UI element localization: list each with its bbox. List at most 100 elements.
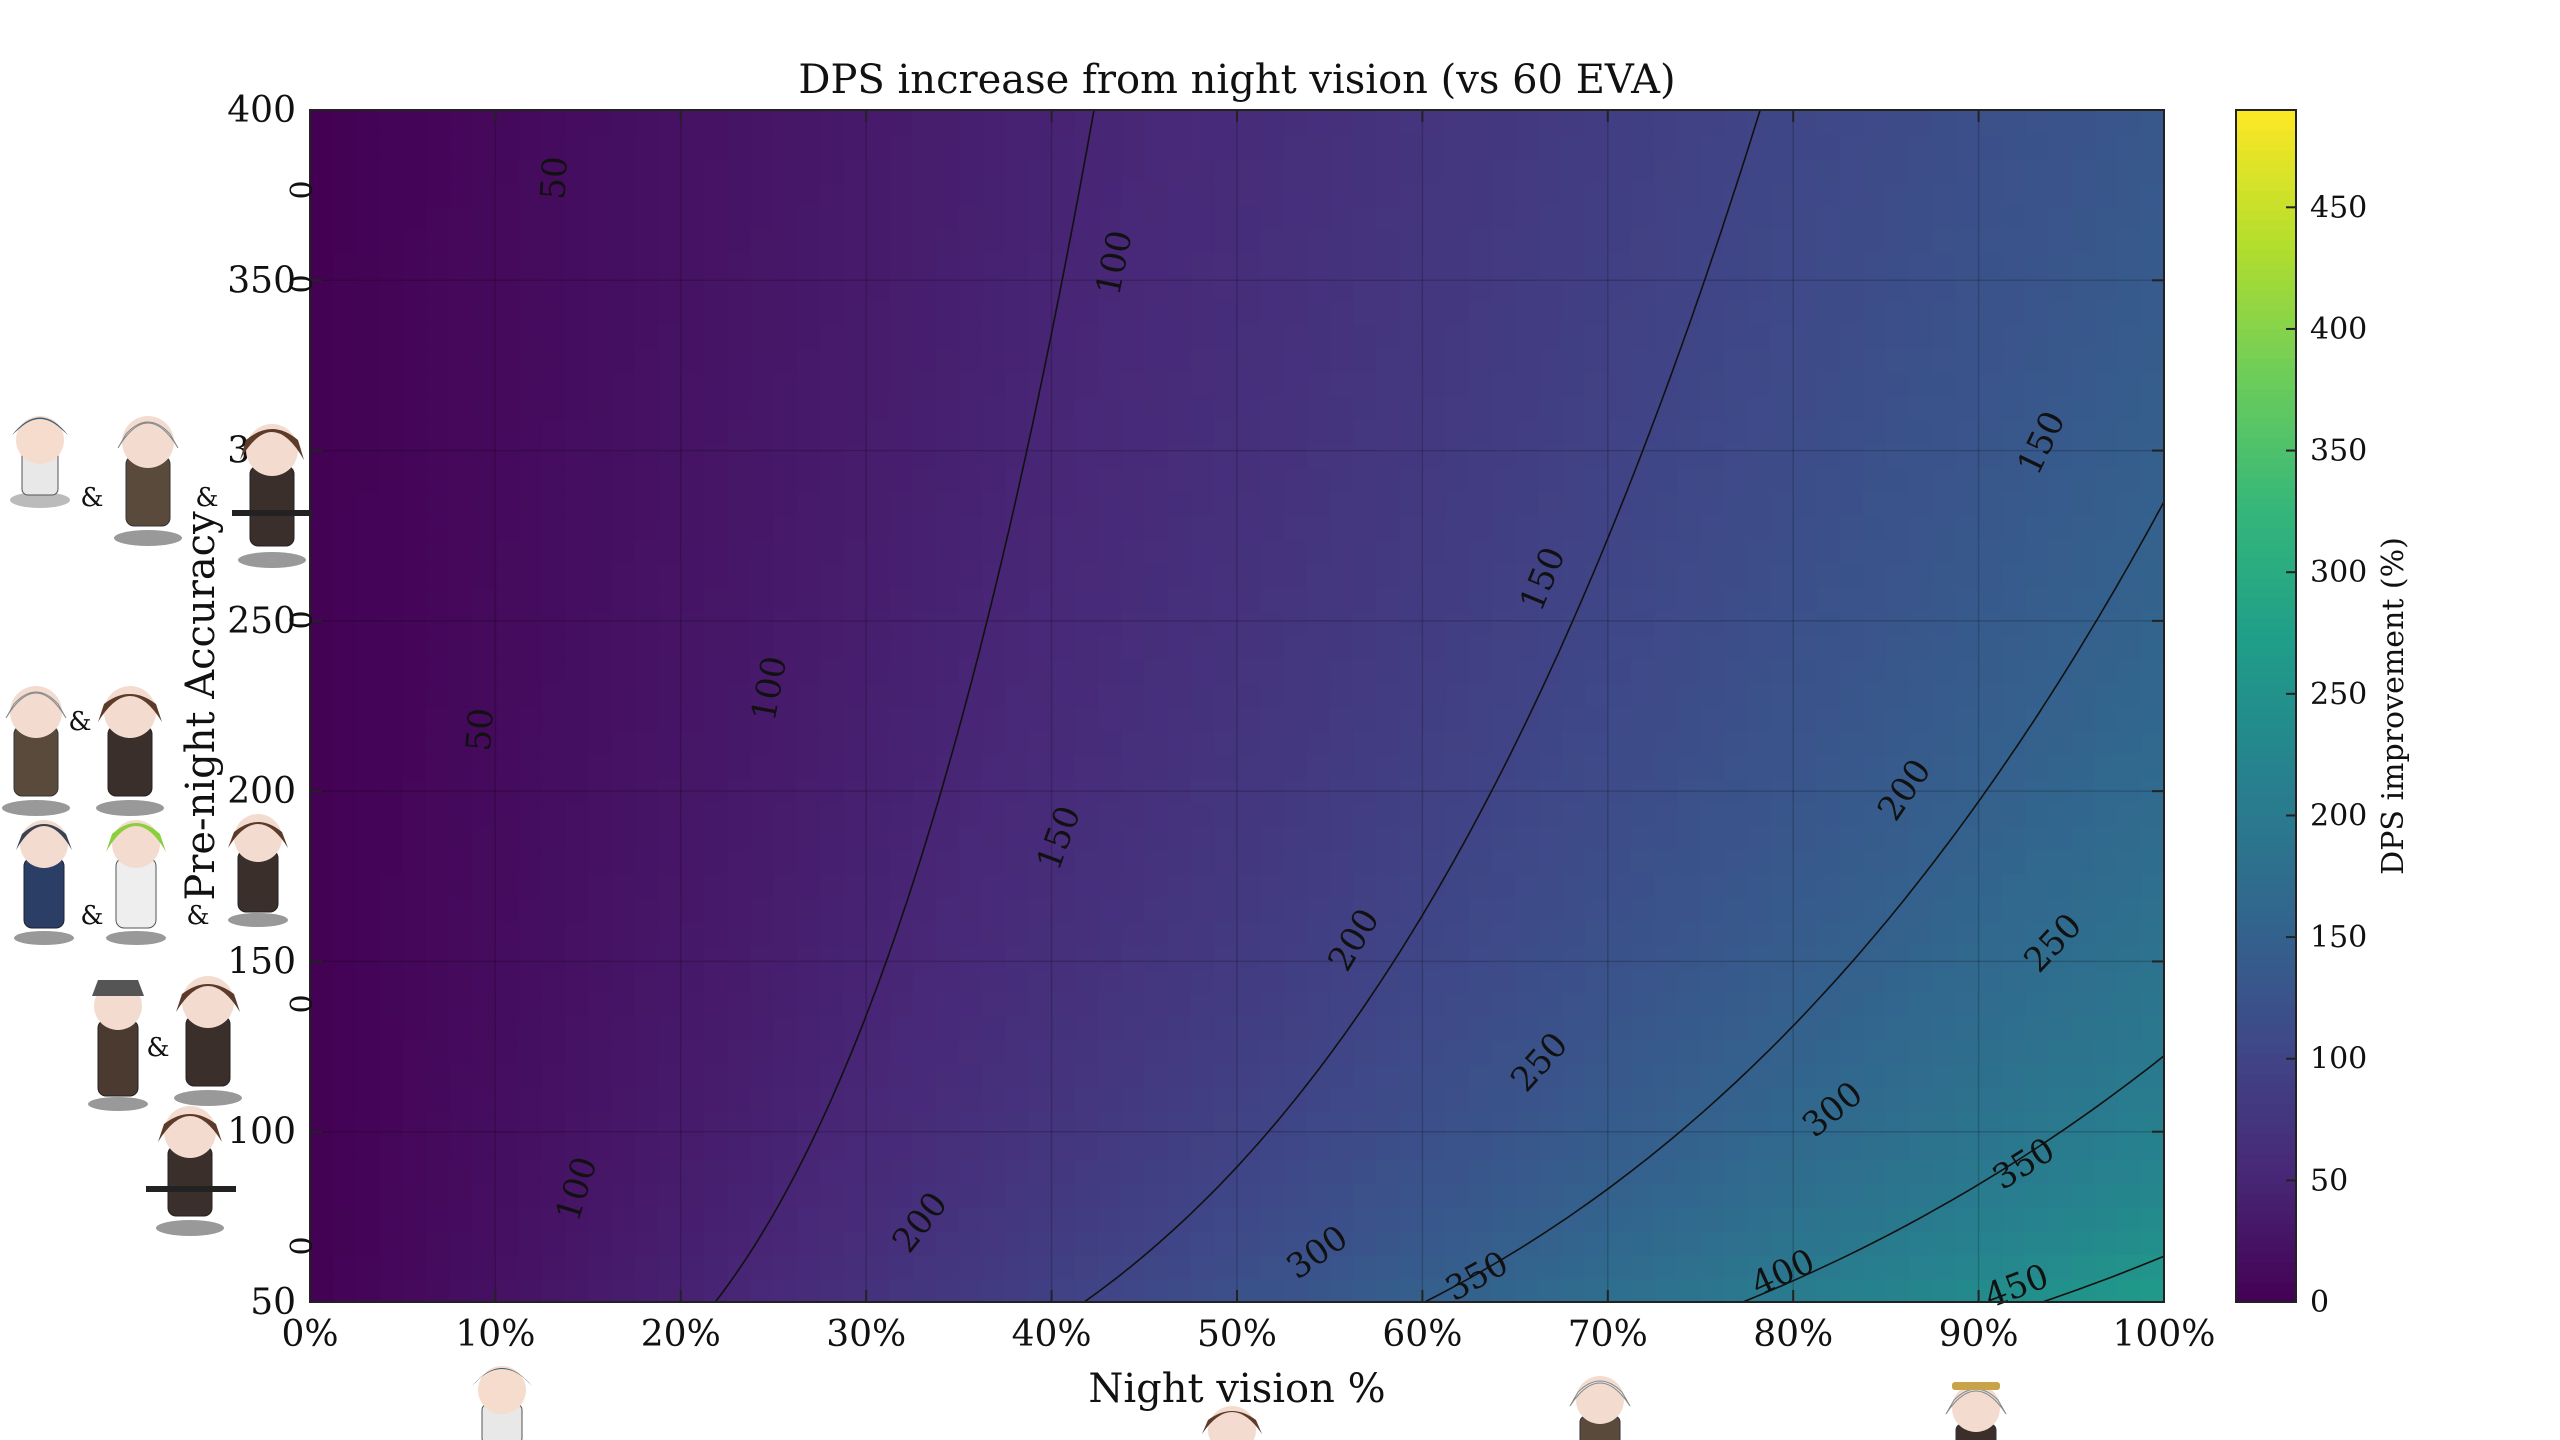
heat-cell	[1468, 801, 1493, 826]
heat-cell	[982, 133, 1007, 159]
heat-cell	[657, 753, 682, 779]
heat-cell	[1051, 968, 1076, 993]
heat-cell	[1862, 229, 1887, 254]
heat-cell	[1584, 920, 1609, 946]
heat-cell	[680, 324, 705, 350]
heat-cell	[703, 467, 728, 493]
heat-cell	[2117, 658, 2142, 683]
heat-cell	[958, 753, 983, 779]
heat-cell	[1793, 157, 1818, 183]
heat-cell	[2024, 324, 2049, 350]
heat-cell	[1422, 777, 1447, 803]
heat-cell	[1491, 1278, 1516, 1302]
heat-cell	[1422, 396, 1447, 421]
heat-cell	[2117, 1015, 2142, 1041]
heat-cell	[680, 634, 705, 660]
heat-cell	[1213, 419, 1238, 445]
heat-cell	[564, 467, 589, 493]
heat-cell	[889, 968, 914, 993]
heat-cell	[2140, 229, 2164, 254]
heat-cell	[1932, 801, 1957, 826]
heat-cell	[634, 968, 659, 993]
heat-cell	[1051, 515, 1076, 540]
heat-cell	[1329, 181, 1354, 207]
heat-cell	[843, 658, 867, 683]
heat-cell	[1352, 1158, 1377, 1184]
heat-cell	[564, 729, 589, 755]
heat-cell	[1144, 1206, 1169, 1232]
heat-cell	[2001, 872, 2026, 898]
heat-cell	[333, 706, 358, 731]
heat-cell	[982, 872, 1007, 898]
heat-cell	[1213, 324, 1238, 350]
heat-cell	[449, 253, 474, 278]
heat-cell	[1746, 968, 1771, 993]
heat-cell	[402, 1206, 427, 1232]
heat-cell	[356, 992, 381, 1017]
heat-cell	[1607, 777, 1632, 803]
heat-cell	[611, 1158, 636, 1184]
heat-cell	[564, 1158, 589, 1184]
heat-cell	[1515, 1206, 1540, 1232]
heat-cell	[843, 229, 867, 254]
heat-cell	[1677, 276, 1702, 302]
heat-cell	[796, 443, 821, 469]
heat-cell	[982, 229, 1007, 254]
heat-cell	[1167, 539, 1192, 564]
heat-cell	[958, 634, 983, 660]
heat-cell	[773, 896, 798, 922]
heat-cell	[1028, 324, 1053, 350]
heat-cell	[1445, 968, 1470, 993]
heat-cell	[449, 706, 474, 731]
heat-cell	[634, 777, 659, 803]
heat-cell	[402, 753, 427, 779]
heat-cell	[379, 1087, 404, 1113]
heat-cell	[1306, 491, 1331, 517]
heat-cell	[1491, 849, 1516, 874]
heat-cell	[1306, 324, 1331, 350]
heat-cell	[1561, 849, 1586, 874]
heat-cell	[1885, 1039, 1910, 1065]
heat-cell	[379, 181, 404, 207]
heat-cell	[889, 682, 914, 707]
heat-cell	[703, 276, 728, 302]
heat-cell	[1167, 276, 1192, 302]
heat-cell	[1445, 110, 1470, 135]
heat-cell	[1515, 1039, 1540, 1065]
heat-cell	[1352, 1254, 1377, 1279]
heat-cell	[1723, 157, 1748, 183]
heat-cell	[703, 1278, 728, 1302]
heat-cell	[1862, 1206, 1887, 1232]
heat-cell	[564, 1230, 589, 1256]
heat-cell	[1028, 1230, 1053, 1256]
heat-cell	[750, 1230, 775, 1256]
heat-cell	[982, 968, 1007, 993]
heat-cell	[1121, 1063, 1146, 1089]
heat-cell	[449, 992, 474, 1017]
heat-cell	[1190, 515, 1215, 540]
heat-cell	[1260, 300, 1285, 326]
heat-cell	[1445, 1087, 1470, 1113]
heat-cell	[1932, 1135, 1957, 1160]
heat-cell	[1121, 419, 1146, 445]
heat-cell	[1700, 253, 1725, 278]
heat-cell	[449, 133, 474, 159]
heat-cell	[1630, 658, 1655, 683]
heat-cell	[1190, 777, 1215, 803]
heat-cell	[1955, 372, 1980, 397]
heat-cell	[1283, 1039, 1308, 1065]
heat-cell	[935, 777, 960, 803]
heat-cell	[935, 1206, 960, 1232]
heat-cell	[703, 324, 728, 350]
heat-cell	[564, 1206, 589, 1232]
heat-cell	[1260, 658, 1285, 683]
heat-cell	[1723, 133, 1748, 159]
heat-cell	[541, 801, 566, 826]
heat-cell	[1051, 205, 1076, 230]
heat-cell	[1213, 1111, 1238, 1136]
heat-cell	[1839, 1039, 1864, 1065]
heat-cell	[1909, 348, 1934, 374]
heat-cell	[518, 896, 543, 922]
heat-cell	[1538, 133, 1563, 159]
heat-cell	[1213, 1206, 1238, 1232]
